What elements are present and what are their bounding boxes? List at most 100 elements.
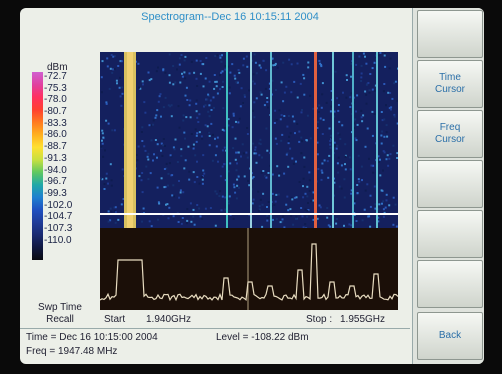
waterfall-pixel bbox=[235, 169, 238, 172]
softkey-blank-3[interactable] bbox=[417, 210, 483, 258]
start-freq-value: 1.940GHz bbox=[146, 314, 192, 325]
waterfall-pixel bbox=[266, 101, 269, 103]
waterfall-pixel bbox=[211, 159, 214, 162]
waterfall-pixel bbox=[180, 222, 183, 225]
waterfall-pixel bbox=[335, 222, 338, 225]
waterfall-pixel bbox=[170, 155, 173, 158]
waterfall-pixel bbox=[388, 67, 391, 70]
waterfall-pixel bbox=[305, 139, 308, 142]
waterfall-pixel bbox=[188, 72, 191, 75]
waterfall-pixel bbox=[329, 140, 332, 143]
waterfall-pixel bbox=[223, 146, 226, 149]
waterfall-pixel bbox=[213, 106, 215, 109]
waterfall-pixel bbox=[220, 71, 223, 74]
waterfall-pixel bbox=[184, 77, 187, 80]
waterfall-pixel bbox=[199, 60, 202, 62]
waterfall-pixel bbox=[312, 191, 315, 194]
spectrum-trace-plot[interactable] bbox=[100, 228, 398, 310]
waterfall-pixel bbox=[330, 105, 333, 108]
waterfall-pixel bbox=[245, 151, 248, 154]
waterfall-pixel bbox=[101, 178, 104, 181]
waterfall-pixel bbox=[138, 175, 141, 178]
waterfall-pixel bbox=[367, 215, 370, 218]
waterfall-pixel bbox=[266, 149, 269, 152]
waterfall-pixel bbox=[385, 199, 388, 202]
waterfall-pixel bbox=[255, 152, 258, 155]
freq-readout: Freq = 1947.48 MHz bbox=[26, 346, 118, 357]
waterfall-pixel bbox=[229, 71, 232, 74]
waterfall-pixel bbox=[271, 79, 274, 82]
waterfall-pixel bbox=[107, 122, 110, 125]
waterfall-pixel bbox=[377, 161, 380, 163]
waterfall-pixel bbox=[348, 223, 351, 226]
waterfall-pixel bbox=[338, 133, 341, 136]
waterfall-pixel bbox=[368, 157, 370, 160]
waterfall-pixel bbox=[117, 65, 120, 67]
waterfall-pixel bbox=[349, 106, 352, 108]
waterfall-pixel bbox=[293, 196, 296, 199]
waterfall-pixel bbox=[232, 147, 235, 150]
waterfall-pixel bbox=[304, 192, 307, 195]
waterfall-pixel bbox=[316, 121, 319, 124]
sweep-time-recall-label[interactable]: Swp Time Recall bbox=[24, 302, 96, 326]
waterfall-pixel bbox=[186, 219, 189, 222]
waterfall-pixel bbox=[252, 198, 255, 201]
waterfall-pixel bbox=[216, 136, 219, 139]
waterfall-pixel bbox=[188, 104, 191, 107]
freq-cursor-button[interactable]: Freq Cursor bbox=[417, 110, 483, 158]
time-cursor-button[interactable]: Time Cursor bbox=[417, 60, 483, 108]
waterfall-pixel bbox=[319, 206, 322, 209]
waterfall-pixel bbox=[264, 87, 267, 90]
waterfall-pixel bbox=[266, 217, 269, 220]
waterfall-pixel bbox=[386, 154, 389, 157]
waterfall-pixel bbox=[329, 134, 332, 137]
waterfall-pixel bbox=[360, 72, 363, 75]
time-cursor-line[interactable] bbox=[100, 213, 398, 215]
waterfall-pixel bbox=[195, 102, 198, 105]
waterfall-pixel bbox=[261, 203, 264, 206]
waterfall-pixel bbox=[316, 127, 319, 129]
waterfall-pixel bbox=[370, 164, 373, 167]
waterfall-pixel bbox=[303, 93, 306, 96]
spectrogram-waterfall[interactable] bbox=[100, 52, 398, 228]
waterfall-pixel bbox=[396, 157, 398, 159]
softkey-blank-2[interactable] bbox=[417, 160, 483, 208]
waterfall-pixel bbox=[184, 137, 186, 140]
softkey-blank-1[interactable] bbox=[417, 10, 483, 58]
waterfall-pixel bbox=[147, 71, 150, 74]
waterfall-pixel bbox=[140, 131, 143, 133]
waterfall-pixel bbox=[139, 87, 142, 90]
waterfall-pixel bbox=[221, 70, 224, 73]
waterfall-pixel bbox=[200, 176, 203, 178]
waterfall-pixel bbox=[195, 110, 198, 113]
waterfall-pixel bbox=[259, 138, 262, 141]
back-button[interactable]: Back bbox=[417, 312, 483, 360]
waterfall-pixel bbox=[291, 198, 294, 201]
waterfall-pixel bbox=[264, 175, 267, 178]
waterfall-pixel bbox=[219, 175, 222, 178]
waterfall-pixel bbox=[242, 152, 245, 155]
waterfall-pixel bbox=[201, 178, 204, 181]
waterfall-pixel bbox=[306, 114, 309, 117]
waterfall-pixel bbox=[382, 169, 384, 172]
waterfall-pixel bbox=[157, 218, 159, 221]
waterfall-pixel bbox=[150, 225, 153, 228]
waterfall-pixel bbox=[303, 77, 306, 80]
softkey-panel: Time Cursor Freq Cursor Back bbox=[412, 8, 484, 364]
waterfall-pixel bbox=[195, 140, 198, 143]
waterfall-pixel bbox=[255, 72, 258, 75]
waterfall-pixel bbox=[189, 116, 192, 119]
waterfall-pixel bbox=[201, 182, 204, 185]
waterfall-pixel bbox=[258, 142, 261, 145]
waterfall-pixel bbox=[295, 217, 298, 220]
waterfall-pixel bbox=[255, 161, 258, 164]
waterfall-pixel bbox=[293, 80, 296, 83]
softkey-blank-4[interactable] bbox=[417, 260, 483, 308]
waterfall-pixel bbox=[155, 70, 158, 73]
waterfall-pixel bbox=[180, 54, 183, 56]
waterfall-pixel bbox=[306, 185, 309, 188]
waterfall-pixel bbox=[176, 68, 178, 71]
waterfall-pixel bbox=[371, 134, 374, 137]
waterfall-pixel bbox=[271, 192, 274, 195]
waterfall-pixel bbox=[221, 149, 224, 152]
